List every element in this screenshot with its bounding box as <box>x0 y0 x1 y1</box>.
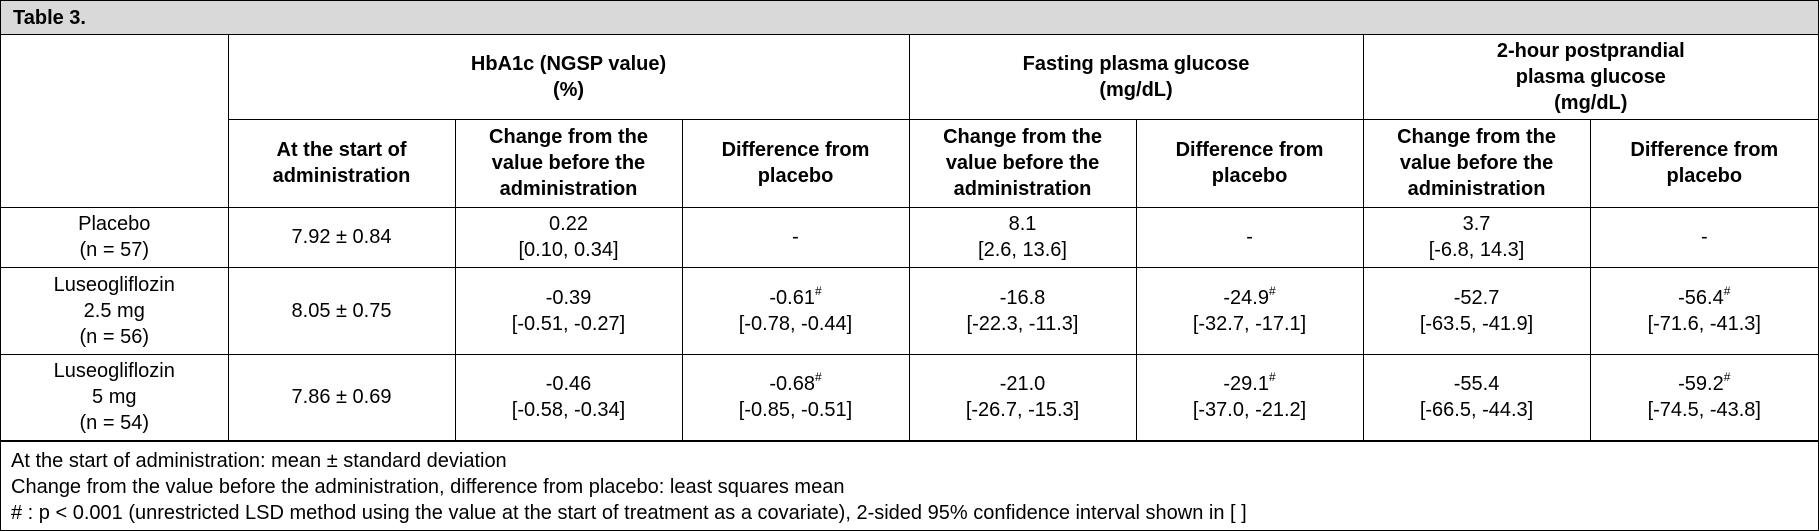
results-table: HbA1c (NGSP value) (%) Fasting plasma gl… <box>1 35 1819 441</box>
table-title: Table 3. <box>1 1 1818 35</box>
table-row: Placebo (n = 57) 7.92 ± 0.84 0.22 [0.10, … <box>1 206 1819 268</box>
table-row: Luseogliflozin 5 mg (n = 54) 7.86 ± 0.69… <box>1 353 1819 441</box>
data-cell: - <box>1589 206 1819 268</box>
subheader-hba1c-difference: Difference from placebo <box>681 118 910 208</box>
group-header-postprandial-glucose: 2-hour postprandial plasma glucose (mg/d… <box>1362 35 1819 120</box>
data-cell: -29.1# [-37.0, -21.2] <box>1135 353 1364 441</box>
data-cell: 3.7 [-6.8, 14.3] <box>1362 206 1591 268</box>
data-cell: -56.4# [-71.6, -41.3] <box>1589 266 1819 355</box>
data-cell: 0.22 [0.10, 0.34] <box>454 206 683 268</box>
subheader-ppg-change: Change from the value before the adminis… <box>1362 118 1591 208</box>
row-header-corner <box>1 35 229 208</box>
data-cell: -55.4 [-66.5, -44.3] <box>1362 353 1591 441</box>
row-label: Luseogliflozin 2.5 mg (n = 56) <box>1 266 229 355</box>
row-label: Placebo (n = 57) <box>1 206 229 268</box>
data-cell: -0.46 [-0.58, -0.34] <box>454 353 683 441</box>
data-cell: -21.0 [-26.7, -15.3] <box>908 353 1137 441</box>
subheader-hba1c-change: Change from the value before the adminis… <box>454 118 683 208</box>
footnote: # : p < 0.001 (unrestricted LSD method u… <box>11 501 1247 524</box>
data-cell: 7.92 ± 0.84 <box>227 206 456 268</box>
data-cell: -0.68# [-0.85, -0.51] <box>681 353 910 441</box>
subheader-hba1c-start: At the start of administration <box>228 118 456 208</box>
data-cell: 7.86 ± 0.69 <box>227 353 456 441</box>
subheader-row: At the start of administration Change fr… <box>1 118 1819 208</box>
table-footnotes: At the start of administration: mean ± s… <box>1 440 1818 530</box>
data-cell: - <box>1135 206 1364 268</box>
group-header-fasting-glucose: Fasting plasma glucose (mg/dL) <box>908 35 1364 120</box>
data-cell: - <box>681 206 910 268</box>
footnote: At the start of administration: mean ± s… <box>11 449 507 472</box>
subheader-fpg-difference: Difference from placebo <box>1135 118 1364 208</box>
table-row: Luseogliflozin 2.5 mg (n = 56) 8.05 ± 0.… <box>1 266 1819 355</box>
data-cell: -59.2# [-74.5, -43.8] <box>1589 353 1819 441</box>
data-cell: -52.7 [-63.5, -41.9] <box>1362 266 1591 355</box>
data-cell: -24.9# [-32.7, -17.1] <box>1135 266 1364 355</box>
data-cell: -16.8 [-22.3, -11.3] <box>908 266 1137 355</box>
row-label: Luseogliflozin 5 mg (n = 54) <box>1 353 229 441</box>
data-cell: 8.05 ± 0.75 <box>227 266 456 355</box>
data-cell: 8.1 [2.6, 13.6] <box>908 206 1137 268</box>
subheader-ppg-difference: Difference from placebo <box>1589 118 1819 208</box>
footnote: Change from the value before the adminis… <box>11 475 845 498</box>
group-header-row: HbA1c (NGSP value) (%) Fasting plasma gl… <box>1 35 1819 208</box>
subheader-fpg-change: Change from the value before the adminis… <box>908 118 1137 208</box>
group-header-hba1c: HbA1c (NGSP value) (%) <box>227 35 910 120</box>
data-cell: -0.61# [-0.78, -0.44] <box>681 266 910 355</box>
data-cell: -0.39 [-0.51, -0.27] <box>454 266 683 355</box>
